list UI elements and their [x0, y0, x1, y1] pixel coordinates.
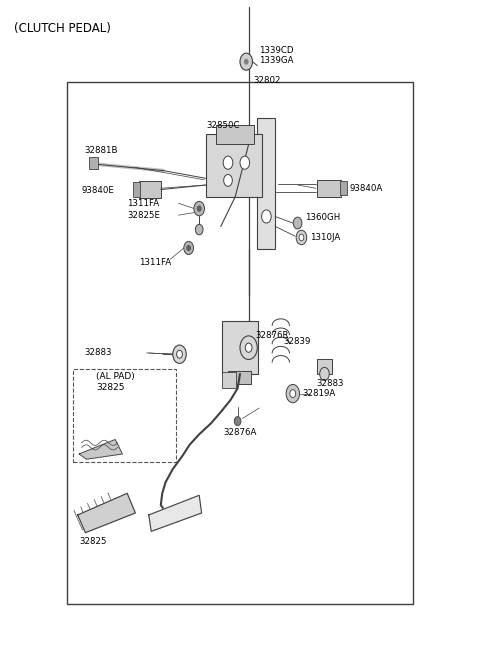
Circle shape: [234, 417, 241, 426]
Bar: [222, 321, 258, 374]
Text: 32802: 32802: [253, 76, 281, 85]
Circle shape: [197, 206, 201, 211]
Circle shape: [293, 217, 302, 229]
Text: 32825E: 32825E: [127, 211, 160, 220]
Circle shape: [177, 350, 182, 358]
Text: 32850C: 32850C: [206, 121, 240, 131]
Circle shape: [299, 234, 304, 241]
Circle shape: [184, 241, 193, 255]
Circle shape: [240, 156, 250, 169]
Bar: [257, 118, 275, 249]
Text: 32883: 32883: [84, 348, 111, 358]
Text: (CLUTCH PEDAL): (CLUTCH PEDAL): [14, 22, 111, 35]
Text: 1339CD
1339GA: 1339CD 1339GA: [259, 46, 294, 66]
Circle shape: [245, 343, 252, 352]
Bar: [139, 181, 161, 198]
Polygon shape: [78, 493, 135, 533]
Circle shape: [194, 201, 204, 216]
Circle shape: [187, 245, 191, 251]
Circle shape: [262, 210, 271, 223]
Bar: [317, 180, 341, 197]
Bar: [206, 134, 262, 197]
Bar: [73, 369, 176, 462]
Text: 1360GH: 1360GH: [305, 213, 340, 222]
Polygon shape: [149, 495, 202, 531]
Text: 32883: 32883: [317, 379, 344, 388]
Bar: [222, 372, 236, 388]
Text: (AL PAD): (AL PAD): [96, 372, 135, 381]
Circle shape: [296, 230, 307, 245]
Text: 32839: 32839: [283, 337, 311, 346]
Polygon shape: [79, 440, 122, 459]
Text: 1311FA: 1311FA: [139, 258, 171, 267]
Text: 32825: 32825: [96, 382, 124, 392]
Bar: [133, 182, 140, 197]
Circle shape: [223, 156, 233, 169]
Text: 32819A: 32819A: [302, 389, 336, 398]
Bar: [89, 157, 98, 169]
Text: 93840A: 93840A: [349, 184, 383, 193]
Circle shape: [224, 174, 232, 186]
Bar: [216, 125, 254, 144]
Circle shape: [290, 390, 296, 398]
Text: 93840E: 93840E: [82, 186, 114, 195]
Bar: [317, 359, 332, 374]
Circle shape: [244, 59, 248, 64]
Bar: [67, 82, 413, 604]
Bar: [340, 181, 347, 195]
Circle shape: [320, 367, 329, 380]
Text: 1311FA: 1311FA: [127, 199, 159, 208]
Circle shape: [240, 336, 257, 359]
Text: 1310JA: 1310JA: [310, 233, 340, 242]
Circle shape: [195, 224, 203, 235]
Bar: [228, 371, 251, 384]
Text: 32881B: 32881B: [84, 146, 118, 155]
Text: 32876R: 32876R: [256, 331, 289, 340]
Circle shape: [173, 345, 186, 363]
Text: 32876A: 32876A: [223, 428, 257, 438]
Circle shape: [240, 53, 252, 70]
Circle shape: [286, 384, 300, 403]
Text: 32825: 32825: [79, 537, 107, 546]
